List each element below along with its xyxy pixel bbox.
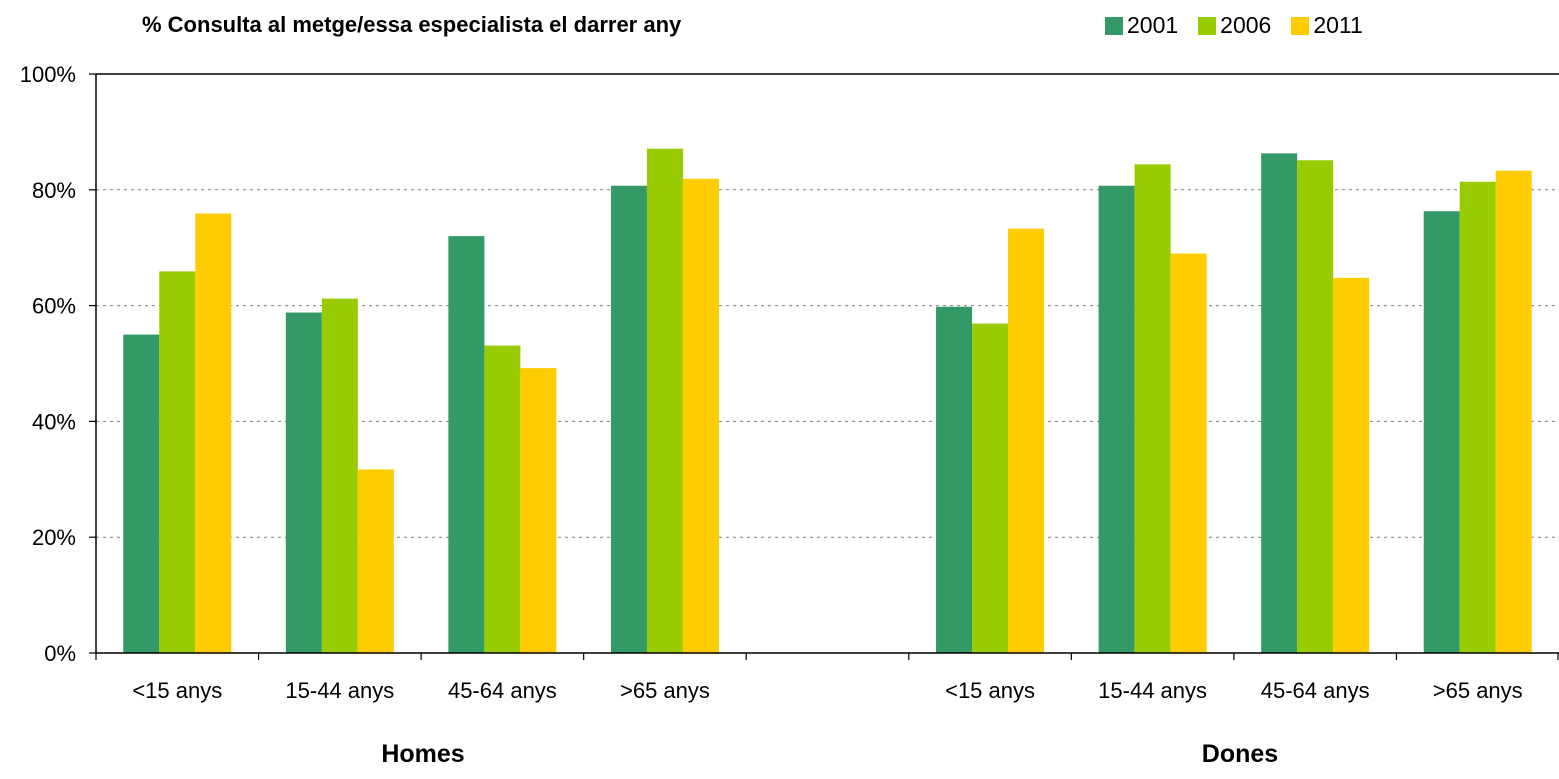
bar-2006 [1460, 182, 1496, 653]
bar-2006 [1135, 164, 1171, 653]
x-tick-label: <15 anys [945, 678, 1035, 703]
bar-2006 [972, 324, 1008, 653]
bar-2001 [448, 236, 484, 653]
y-tick-label: 100% [20, 62, 76, 87]
bar-2011 [195, 214, 231, 653]
bar-2006 [1297, 160, 1333, 653]
legend-label-2006: 2006 [1220, 12, 1271, 39]
bar-2001 [1099, 186, 1135, 653]
legend-label-2011: 2011 [1313, 12, 1362, 39]
x-tick-label: 15-44 anys [1098, 678, 1207, 703]
legend-swatch-2011 [1291, 17, 1309, 35]
bar-2001 [1261, 153, 1297, 653]
legend-swatch-2001 [1105, 17, 1123, 35]
x-tick-label: >65 anys [1433, 678, 1523, 703]
bars [123, 149, 1531, 653]
bar-2006 [159, 271, 195, 653]
chart-title: % Consulta al metge/essa especialista el… [142, 12, 681, 38]
bar-2001 [123, 335, 159, 653]
x-tick-label: 45-64 anys [1261, 678, 1370, 703]
y-tick-label: 20% [32, 525, 76, 550]
bar-2011 [358, 469, 394, 653]
y-tick-label: 40% [32, 409, 76, 434]
bar-2001 [611, 186, 647, 653]
legend-item-2001: 2001 [1105, 12, 1178, 39]
x-tick-label: >65 anys [620, 678, 710, 703]
x-tick-label: 15-44 anys [285, 678, 394, 703]
group-label-homes: Homes [381, 740, 464, 769]
bar-2011 [1333, 278, 1369, 653]
legend-item-2011: 2011 [1291, 12, 1362, 39]
legend: 2001 2006 2011 [1105, 12, 1363, 39]
bar-2011 [520, 368, 556, 653]
x-tick-label: <15 anys [132, 678, 222, 703]
legend-swatch-2006 [1198, 17, 1216, 35]
group-label-dones: Dones [1202, 740, 1278, 769]
y-tick-label: 0% [44, 641, 76, 666]
bar-2011 [1171, 253, 1207, 653]
y-tick-label: 80% [32, 178, 76, 203]
y-tick-labels: 0% 20% 40% 60% 80% 100% [20, 62, 76, 666]
bar-2001 [286, 313, 322, 653]
legend-label-2001: 2001 [1127, 12, 1178, 39]
bar-2011 [683, 179, 719, 653]
bar-2001 [936, 307, 972, 653]
bar-2001 [1424, 211, 1460, 653]
bar-2011 [1008, 229, 1044, 653]
y-tick-label: 60% [32, 294, 76, 319]
bar-2006 [322, 299, 358, 653]
x-tick-label: 45-64 anys [448, 678, 557, 703]
bar-2011 [1496, 171, 1532, 653]
legend-item-2006: 2006 [1198, 12, 1271, 39]
bar-2006 [484, 346, 520, 653]
bar-2006 [647, 149, 683, 653]
x-tick-labels: <15 anys 15-44 anys 45-64 anys >65 anys <15 … [132, 678, 1522, 703]
